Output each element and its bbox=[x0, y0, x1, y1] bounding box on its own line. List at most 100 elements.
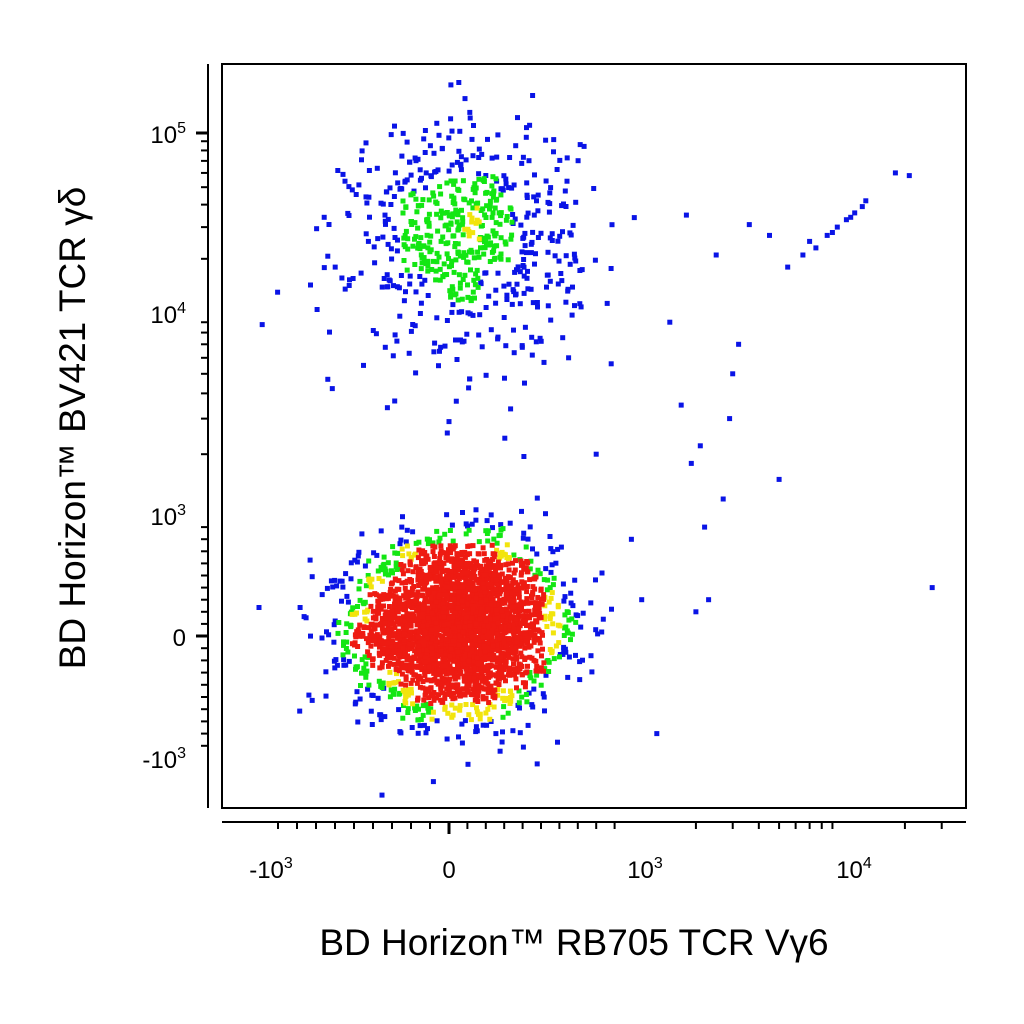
event-point bbox=[476, 661, 481, 666]
event-point bbox=[509, 185, 515, 191]
event-point bbox=[346, 283, 352, 288]
x-axis-minor-ticks bbox=[277, 822, 943, 834]
event-point bbox=[531, 686, 537, 692]
event-point bbox=[457, 280, 463, 286]
event-point bbox=[385, 649, 391, 655]
event-point bbox=[336, 620, 342, 625]
event-point bbox=[562, 594, 568, 600]
event-point bbox=[323, 693, 329, 699]
event-point bbox=[459, 571, 465, 577]
event-point bbox=[541, 694, 547, 700]
event-point bbox=[385, 611, 391, 617]
event-point bbox=[532, 607, 538, 613]
event-point bbox=[547, 235, 553, 241]
event-point bbox=[420, 712, 426, 718]
event-point bbox=[416, 676, 421, 682]
event-point bbox=[461, 691, 467, 697]
event-point bbox=[451, 673, 457, 679]
event-point bbox=[547, 534, 553, 539]
event-point bbox=[433, 574, 439, 580]
event-point bbox=[455, 186, 461, 192]
event-point bbox=[519, 694, 525, 700]
event-point bbox=[359, 531, 365, 537]
event-point bbox=[359, 670, 364, 676]
event-point bbox=[503, 241, 509, 247]
event-point bbox=[341, 657, 347, 663]
event-point bbox=[422, 128, 428, 133]
event-point bbox=[506, 567, 512, 573]
event-point bbox=[549, 590, 555, 596]
event-point bbox=[427, 668, 433, 674]
event-point bbox=[457, 633, 463, 639]
event-point bbox=[424, 553, 430, 559]
event-point bbox=[571, 251, 577, 257]
event-point bbox=[449, 585, 455, 591]
event-point bbox=[372, 614, 378, 620]
event-point bbox=[412, 552, 418, 558]
event-point bbox=[478, 279, 484, 285]
event-point bbox=[437, 535, 443, 541]
event-point bbox=[504, 611, 510, 617]
event-point bbox=[496, 602, 502, 608]
event-point bbox=[577, 677, 583, 683]
event-point bbox=[385, 241, 391, 247]
event-point bbox=[564, 155, 570, 161]
event-point bbox=[776, 476, 782, 482]
event-point bbox=[437, 606, 443, 611]
event-point bbox=[555, 281, 561, 287]
event-point bbox=[419, 281, 425, 287]
event-point bbox=[392, 235, 398, 240]
event-point bbox=[535, 627, 541, 633]
event-point bbox=[420, 685, 426, 691]
event-point bbox=[503, 217, 509, 223]
event-point bbox=[541, 592, 547, 598]
event-point bbox=[391, 661, 397, 667]
event-point bbox=[423, 730, 429, 736]
event-point bbox=[393, 577, 399, 583]
event-point bbox=[500, 526, 506, 532]
event-point bbox=[454, 551, 460, 557]
event-point bbox=[516, 626, 522, 632]
event-point bbox=[522, 380, 527, 386]
event-point bbox=[433, 620, 439, 626]
event-point bbox=[429, 648, 435, 654]
event-point bbox=[370, 608, 376, 614]
event-point bbox=[332, 577, 338, 583]
event-point bbox=[514, 685, 519, 691]
event-point bbox=[522, 243, 528, 249]
event-point bbox=[497, 748, 503, 754]
event-point bbox=[506, 666, 512, 672]
event-point bbox=[363, 674, 369, 680]
event-point bbox=[476, 254, 482, 260]
event-point bbox=[534, 551, 540, 557]
event-point bbox=[483, 215, 489, 220]
event-point bbox=[523, 565, 529, 571]
event-point bbox=[569, 631, 575, 637]
event-point bbox=[548, 546, 554, 552]
event-point bbox=[370, 657, 375, 663]
event-point bbox=[462, 661, 468, 667]
event-point bbox=[524, 180, 530, 186]
event-point bbox=[405, 710, 411, 715]
event-point bbox=[447, 543, 453, 549]
event-point bbox=[476, 688, 482, 694]
event-point bbox=[534, 663, 540, 669]
event-point bbox=[391, 194, 397, 199]
event-point bbox=[459, 550, 465, 555]
event-point bbox=[358, 270, 364, 276]
event-point bbox=[519, 570, 524, 576]
event-point bbox=[488, 240, 494, 246]
event-point bbox=[439, 652, 444, 658]
event-point bbox=[473, 271, 479, 277]
event-point bbox=[474, 728, 480, 734]
event-point bbox=[483, 654, 488, 660]
event-point bbox=[386, 663, 391, 669]
event-point bbox=[516, 688, 522, 694]
event-point bbox=[444, 595, 450, 601]
event-point bbox=[409, 667, 415, 673]
event-point bbox=[471, 665, 477, 671]
event-point bbox=[522, 684, 528, 690]
event-point bbox=[503, 343, 509, 349]
event-point bbox=[527, 566, 533, 572]
event-point bbox=[414, 622, 420, 628]
